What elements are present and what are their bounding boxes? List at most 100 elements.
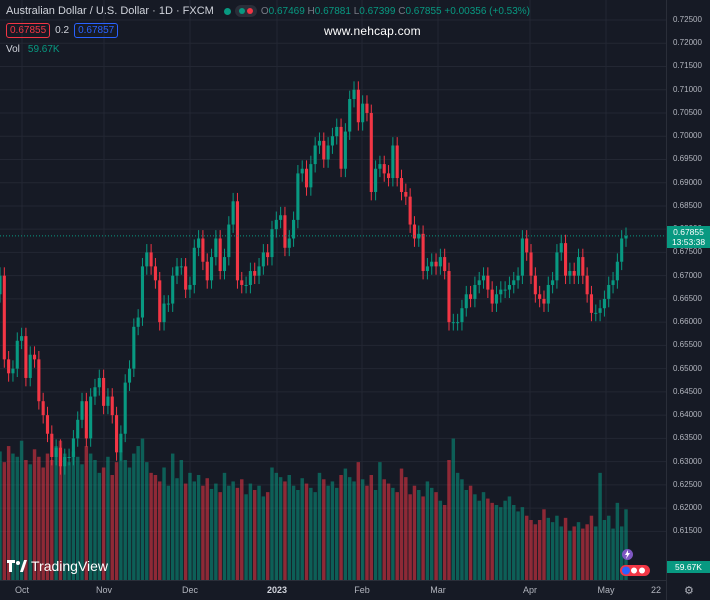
candle-body bbox=[481, 275, 486, 281]
candle-body bbox=[430, 261, 434, 267]
candle-body bbox=[516, 275, 520, 281]
tradingview-logo[interactable]: TradingView bbox=[7, 558, 108, 574]
volume-bar bbox=[127, 467, 132, 580]
time-tick-label: Nov bbox=[95, 585, 113, 595]
candle-body bbox=[576, 257, 581, 276]
volume-bar bbox=[106, 456, 110, 580]
volume-bar bbox=[58, 440, 63, 580]
price-chart[interactable] bbox=[0, 0, 666, 580]
time-tick-label: 22 bbox=[650, 585, 662, 595]
time-axis[interactable]: Oct Nov Dec 2023 Feb Mar Apr May 22 bbox=[0, 580, 666, 600]
candle-body bbox=[382, 164, 386, 174]
volume-bar bbox=[434, 492, 438, 580]
volume-bar bbox=[101, 467, 106, 580]
price-tick-label: 0.67000 bbox=[673, 270, 702, 280]
candle-body bbox=[184, 266, 188, 290]
volume-bar bbox=[395, 492, 399, 580]
candle-body bbox=[209, 257, 214, 281]
volume-bar bbox=[425, 481, 430, 580]
candle-body bbox=[218, 238, 222, 272]
settings-gear-icon[interactable]: ⚙ bbox=[684, 585, 694, 597]
candle-body bbox=[546, 284, 550, 304]
indicator-toggle-pill[interactable] bbox=[234, 5, 257, 17]
volume-bar bbox=[188, 472, 192, 580]
candle-body bbox=[512, 280, 516, 285]
volume-bar bbox=[309, 487, 313, 580]
volume-bar bbox=[464, 490, 468, 580]
volume-bar bbox=[123, 460, 127, 580]
volume-bar bbox=[490, 502, 494, 580]
volume-bar bbox=[356, 462, 361, 580]
candle-body bbox=[343, 131, 347, 169]
volume-bar bbox=[24, 460, 28, 580]
volume-bar bbox=[270, 467, 274, 580]
lightning-icon[interactable] bbox=[622, 549, 633, 560]
price-tick-label: 0.67500 bbox=[673, 247, 702, 257]
high-label: H bbox=[307, 5, 315, 17]
volume-bar bbox=[555, 515, 559, 580]
candle-body bbox=[45, 415, 50, 434]
candle-body bbox=[54, 447, 58, 457]
price-tick-label: 0.64500 bbox=[673, 386, 702, 396]
candle-body bbox=[585, 275, 589, 295]
sell-button[interactable]: 0.67855 bbox=[6, 23, 51, 38]
volume-bar bbox=[343, 468, 348, 580]
symbol-header: Australian Dollar / U.S. Dollar · 1D · F… bbox=[6, 5, 530, 17]
price-tick-label: 0.66500 bbox=[673, 293, 702, 303]
candle-body bbox=[589, 294, 594, 313]
candle-body bbox=[192, 247, 196, 285]
price-axis[interactable]: 0.72500 0.72000 0.71500 0.71000 0.70500 0.700… bbox=[666, 0, 710, 600]
low-value: 0.67399 bbox=[359, 5, 396, 17]
open-label: O bbox=[260, 5, 269, 17]
volume-bar bbox=[240, 479, 244, 580]
volume-bar bbox=[473, 494, 477, 580]
volume-bar bbox=[110, 475, 114, 580]
volume-bar bbox=[512, 505, 516, 580]
candle-body bbox=[620, 238, 624, 262]
chart-area[interactable] bbox=[0, 0, 666, 580]
tradingview-logo-text: TradingView bbox=[31, 558, 109, 574]
volume-label: Vol bbox=[6, 44, 20, 55]
candle-body bbox=[438, 257, 442, 267]
candle-body bbox=[559, 243, 563, 253]
volume-bar bbox=[399, 468, 404, 580]
volume-bar bbox=[326, 485, 330, 580]
candle-body bbox=[127, 368, 132, 383]
candle-body bbox=[551, 280, 555, 285]
volume-bar bbox=[386, 483, 391, 580]
candle-body bbox=[287, 238, 291, 248]
volume-bar bbox=[365, 485, 369, 580]
time-tick-label: Dec bbox=[181, 585, 199, 595]
volume-bar bbox=[339, 475, 343, 580]
candle-body bbox=[179, 266, 183, 268]
change-value: +0.00356 (+0.53%) bbox=[444, 5, 531, 17]
price-tick-label: 0.69500 bbox=[673, 154, 702, 164]
candle-body bbox=[7, 359, 11, 374]
candle-body bbox=[322, 140, 326, 160]
low-label: L bbox=[353, 5, 360, 17]
volume-bar bbox=[50, 460, 54, 580]
candle-body bbox=[443, 257, 447, 272]
volume-bar bbox=[460, 479, 464, 580]
candle-body bbox=[564, 243, 568, 276]
candle-body bbox=[115, 415, 119, 453]
candle-body bbox=[28, 354, 32, 378]
volume-bar bbox=[0, 451, 2, 580]
volume-bar bbox=[114, 462, 119, 580]
candle-body bbox=[20, 336, 24, 341]
volume-legend[interactable]: Vol 59.67K bbox=[6, 44, 60, 55]
candle-body bbox=[374, 168, 378, 192]
volume-bar bbox=[283, 481, 287, 580]
candle-body bbox=[365, 103, 369, 113]
time-tick-label: Oct bbox=[14, 585, 30, 595]
volume-bar bbox=[477, 500, 481, 580]
volume-bar bbox=[520, 507, 525, 580]
candle-body bbox=[41, 401, 45, 416]
candle-body bbox=[399, 178, 404, 192]
candle-body bbox=[274, 219, 278, 230]
events-icon[interactable] bbox=[620, 565, 650, 576]
volume-bar bbox=[132, 453, 136, 580]
buy-button[interactable]: 0.67857 bbox=[74, 23, 119, 38]
volume-bar bbox=[222, 472, 227, 580]
symbol-title[interactable]: Australian Dollar / U.S. Dollar · 1D · F… bbox=[6, 5, 214, 17]
